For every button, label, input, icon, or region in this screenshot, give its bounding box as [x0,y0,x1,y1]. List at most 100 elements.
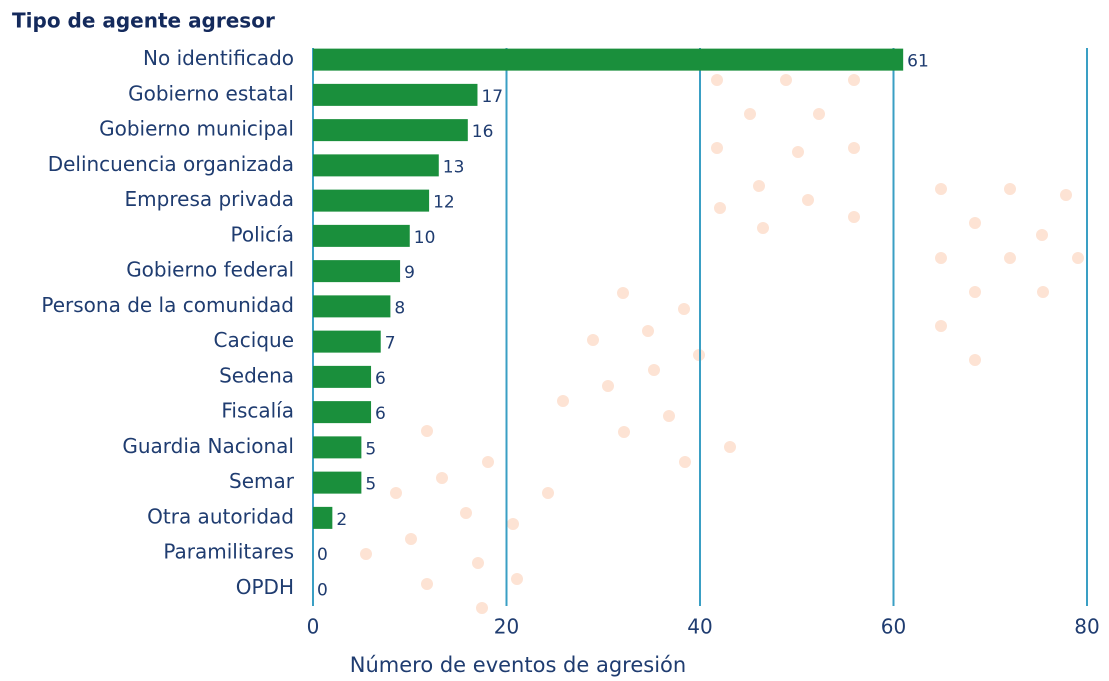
bar [313,119,468,141]
value-label: 6 [375,369,386,389]
bar [313,331,381,353]
y-tick-label: No identificado [143,46,294,70]
decor-dot [848,211,860,223]
value-label: 9 [404,263,415,283]
decor-dot [813,108,825,120]
y-tick-label: Paramilitares [163,540,294,564]
decor-dot [472,557,484,569]
bar [313,154,439,176]
decor-dot [935,320,947,332]
bar [313,84,477,106]
value-label: 2 [336,510,347,530]
value-label: 16 [472,122,494,142]
value-label: 10 [414,228,436,248]
bar [313,507,332,529]
y-tick-label: Fiscalía [221,399,294,423]
decor-dot [1004,183,1016,195]
decor-dot [1037,286,1049,298]
decor-dot [421,578,433,590]
value-label: 8 [394,298,405,318]
decor-dot [1072,252,1084,264]
bar [313,225,410,247]
bar [313,295,390,317]
decor-dot [744,108,756,120]
decor-dot [753,180,765,192]
y-tick-label: Cacique [214,328,294,352]
decor-dot [360,548,372,560]
x-tick-label: 0 [307,615,320,639]
decor-dot [780,74,792,86]
bar [313,190,429,212]
decor-dot [969,217,981,229]
decor-dot [935,183,947,195]
decor-dot [617,287,629,299]
decor-dot [711,74,723,86]
decor-dot [421,425,433,437]
decor-dot [436,472,448,484]
bar [313,401,371,423]
y-tick-label: Gobierno municipal [99,117,294,141]
decoration [360,74,1084,614]
decor-dot [507,518,519,530]
value-label: 13 [443,157,465,177]
bar [313,366,371,388]
decor-dot [757,222,769,234]
decor-dot [602,380,614,392]
x-axis-title: Número de eventos de agresión [350,653,686,677]
decor-dot [1036,229,1048,241]
decor-dot [405,533,417,545]
decor-dot [848,74,860,86]
y-tick-label: OPDH [236,575,294,599]
bar [313,436,361,458]
value-label: 61 [907,52,929,72]
decor-dot [511,573,523,585]
decor-dot [848,142,860,154]
decor-dot [969,286,981,298]
decor-dot [935,252,947,264]
decor-dot [390,487,402,499]
decor-dot [1060,189,1072,201]
decor-dot [711,142,723,154]
decor-dot [642,325,654,337]
y-tick-label: Sedena [219,363,294,387]
decor-dot [542,487,554,499]
value-label: 17 [481,87,503,107]
x-tick-label: 80 [1074,615,1099,639]
decor-dot [460,507,472,519]
y-tick-label: Gobierno federal [126,258,294,282]
y-tick-label: Semar [229,469,295,493]
y-tick-label: Guardia Nacional [122,434,294,458]
decor-dot [792,146,804,158]
value-label: 6 [375,404,386,424]
value-label: 0 [317,580,328,600]
decor-dot [618,426,630,438]
decor-dot [679,456,691,468]
value-label: 0 [317,545,328,565]
x-tick-label: 40 [687,615,712,639]
chart: Tipo de agente agresor Número de eventos… [0,0,1109,681]
value-label: 5 [365,475,376,495]
y-tick-label: Empresa privada [125,187,294,211]
decor-dot [482,456,494,468]
value-label: 12 [433,193,455,213]
y-tick-label: Delincuencia organizada [48,152,294,176]
value-label: 7 [385,334,396,354]
decor-dot [724,441,736,453]
x-tick-label: 60 [881,615,906,639]
decor-dot [557,395,569,407]
decor-dot [476,602,488,614]
x-tick-label: 20 [494,615,519,639]
bar [313,472,361,494]
decor-dot [714,202,726,214]
decor-dot [802,194,814,206]
decor-dot [1004,252,1016,264]
y-tick-label: Gobierno estatal [128,81,294,105]
bar [313,260,400,282]
value-label: 5 [365,439,376,459]
y-tick-label: Policía [230,222,294,246]
y-tick-label: Otra autoridad [147,504,294,528]
y-tick-label: Persona de la comunidad [41,293,294,317]
decor-dot [648,364,660,376]
y-axis-title: Tipo de agente agresor [12,9,275,33]
decor-dot [663,410,675,422]
